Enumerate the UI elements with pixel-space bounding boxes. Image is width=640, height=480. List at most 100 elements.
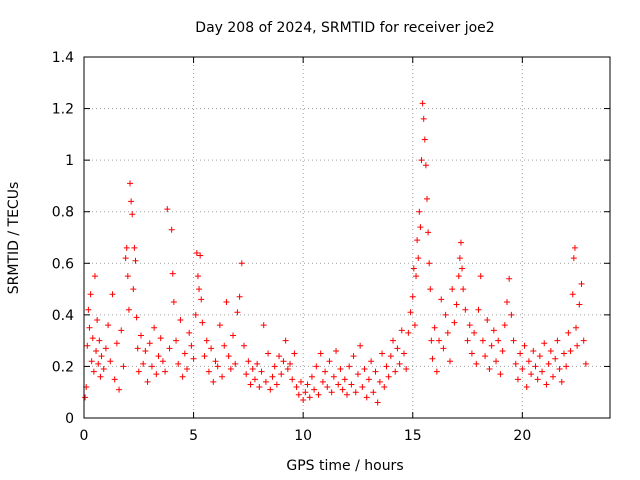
data-point xyxy=(122,255,129,262)
data-point xyxy=(578,280,585,287)
data-point xyxy=(563,363,570,370)
data-point xyxy=(249,366,256,373)
data-point xyxy=(534,376,541,383)
data-point xyxy=(414,237,421,244)
data-point xyxy=(541,340,548,347)
data-point xyxy=(179,373,186,380)
data-point xyxy=(159,358,166,365)
data-point xyxy=(90,368,97,375)
data-point xyxy=(543,381,550,388)
data-point xyxy=(354,371,361,378)
data-point xyxy=(449,286,456,293)
data-point xyxy=(514,376,521,383)
data-point xyxy=(455,273,462,280)
data-point xyxy=(201,353,208,360)
data-point xyxy=(532,363,539,370)
data-point xyxy=(405,329,412,336)
data-point xyxy=(468,350,475,357)
data-point xyxy=(344,391,350,398)
data-point xyxy=(368,358,375,365)
data-point xyxy=(319,378,326,385)
data-point xyxy=(539,368,546,375)
data-point xyxy=(267,386,274,393)
data-point xyxy=(400,350,407,357)
data-point xyxy=(238,260,245,267)
data-point xyxy=(227,366,234,373)
data-point xyxy=(168,226,175,233)
data-point xyxy=(177,317,184,324)
data-point xyxy=(554,337,561,344)
data-point xyxy=(245,358,252,365)
data-point xyxy=(151,324,158,331)
data-point xyxy=(426,260,433,267)
data-point xyxy=(240,342,247,349)
data-point xyxy=(479,337,486,344)
data-point xyxy=(576,301,583,308)
data-point xyxy=(324,384,331,391)
y-tick-label: 0.8 xyxy=(52,205,74,221)
data-point xyxy=(98,353,105,360)
data-point xyxy=(260,322,267,329)
data-point xyxy=(519,366,526,373)
data-point xyxy=(471,329,478,336)
data-point xyxy=(442,311,449,318)
data-point xyxy=(490,327,497,334)
data-point xyxy=(420,115,427,122)
data-point xyxy=(330,373,337,380)
data-point xyxy=(418,157,425,164)
data-point xyxy=(392,368,399,375)
data-point xyxy=(477,273,484,280)
data-point xyxy=(390,337,397,344)
data-point xyxy=(580,337,587,344)
data-point xyxy=(440,345,447,352)
data-point xyxy=(129,211,136,218)
data-point xyxy=(419,100,426,107)
data-point xyxy=(304,381,311,388)
data-point xyxy=(124,273,131,280)
data-point xyxy=(193,249,200,256)
data-point xyxy=(403,366,410,373)
data-point xyxy=(499,347,506,354)
data-point xyxy=(221,342,228,349)
data-point xyxy=(536,353,543,360)
data-point xyxy=(102,345,109,352)
data-point xyxy=(457,239,464,246)
x-tick-label: 10 xyxy=(294,428,312,444)
data-point xyxy=(214,363,221,370)
y-tick-label: 0 xyxy=(65,411,74,427)
data-point xyxy=(335,381,342,388)
data-point xyxy=(506,275,513,282)
data-point xyxy=(574,342,581,349)
data-point xyxy=(210,378,217,385)
data-point xyxy=(547,347,554,354)
data-point xyxy=(383,363,390,370)
data-point xyxy=(308,373,315,380)
data-point xyxy=(453,301,460,308)
data-point xyxy=(88,358,95,365)
data-point xyxy=(197,252,204,259)
data-point xyxy=(243,371,250,378)
data-point xyxy=(379,350,386,357)
data-point xyxy=(205,368,212,375)
data-point xyxy=(396,360,403,367)
data-point xyxy=(86,324,93,331)
data-point xyxy=(416,208,423,215)
data-point xyxy=(287,360,294,367)
data-point xyxy=(528,371,535,378)
data-point xyxy=(413,273,420,280)
data-point xyxy=(276,353,283,360)
data-point xyxy=(148,363,155,370)
data-point xyxy=(111,376,118,383)
data-point xyxy=(82,394,89,401)
data-point xyxy=(350,353,357,360)
data-point xyxy=(497,371,504,378)
data-point xyxy=(131,244,138,251)
data-point xyxy=(459,265,466,272)
data-point xyxy=(427,286,434,293)
data-point xyxy=(169,270,176,277)
data-point xyxy=(306,394,313,401)
data-point xyxy=(421,136,428,143)
data-point xyxy=(146,340,153,347)
data-point xyxy=(311,386,318,393)
